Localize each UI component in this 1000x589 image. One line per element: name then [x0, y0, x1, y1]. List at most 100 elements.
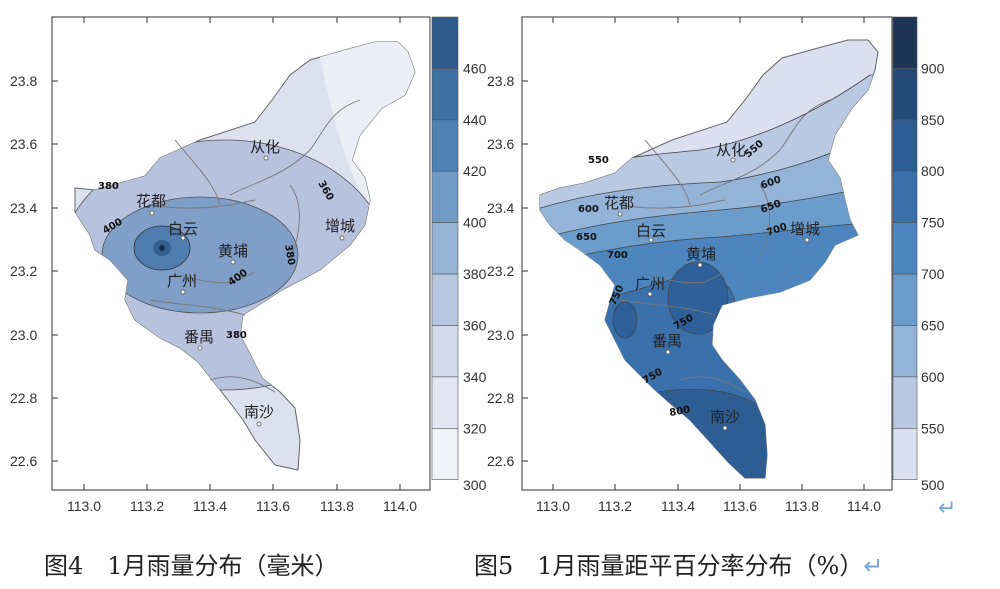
return-mark-icon: ↵	[938, 496, 956, 521]
colorbar-tick-label: 500	[921, 477, 945, 493]
x-tick-label: 113.0	[67, 498, 101, 514]
colorbar: 900 850 800 750 700 650 600 550 500	[892, 16, 945, 493]
x-tick-label: 114.0	[847, 498, 881, 514]
band-340	[300, 42, 415, 260]
place-label-huadu: 花都	[136, 192, 166, 210]
colorbar-tick-label: 700	[921, 266, 945, 282]
y-tick-label: 23.2	[10, 263, 37, 279]
x-tick-label: 113.8	[320, 498, 354, 514]
place-label-guangzhou: 广州	[635, 275, 665, 293]
colorbar-swatch	[892, 273, 918, 326]
y-axis: 23.8 23.6 23.4 23.2 23.0 22.8 22.6	[10, 73, 58, 469]
contour-label: 650	[576, 232, 597, 243]
place-label-conghua: 从化	[250, 138, 280, 156]
place-label-conghua: 从化	[716, 141, 746, 159]
colorbar-tick-label: 360	[463, 317, 487, 333]
contour-label: 380	[282, 244, 296, 267]
place-label-baiyun: 白云	[636, 222, 666, 240]
place-markers	[149, 155, 345, 427]
colorbar-swatch	[431, 170, 459, 223]
colorbar-swatch	[431, 273, 459, 326]
place-label-huadu: 花都	[604, 194, 634, 212]
colorbar-swatch	[892, 222, 918, 275]
colorbar-swatch	[431, 428, 459, 481]
x-axis: 113.0 113.2 113.4 113.6 113.8 114.0	[67, 17, 417, 514]
figure-caption-anomaly: 图5 1月雨量距平百分率分布（%）↵	[474, 546, 883, 581]
place-label-nansha: 南沙	[244, 403, 274, 421]
colorbar-swatch	[892, 376, 918, 429]
rain-max-point	[159, 245, 165, 251]
place-label-guangzhou: 广州	[167, 272, 197, 290]
colorbar-swatch	[431, 16, 459, 69]
place-label-baiyun: 白云	[168, 220, 198, 238]
y-tick-label: 22.6	[487, 453, 514, 469]
y-tick-label: 23.6	[487, 136, 514, 152]
caption-text: 图5 1月雨量距平百分率分布（%）	[474, 552, 864, 580]
x-tick-label: 114.0	[383, 498, 417, 514]
y-tick-label: 22.8	[10, 390, 37, 406]
place-label-panyu: 番禺	[184, 328, 214, 346]
colorbar-tick-label: 900	[921, 60, 945, 76]
colorbar-swatch	[892, 428, 918, 481]
colorbar-swatch	[892, 325, 918, 378]
colorbar-tick-label: 650	[921, 317, 945, 333]
caption-text: 图4 1月雨量分布（毫米）	[44, 552, 339, 580]
y-tick-label: 22.8	[487, 390, 514, 406]
band-750-west	[612, 301, 638, 339]
colorbar-tick-label: 320	[463, 420, 487, 436]
y-tick-label: 23.2	[487, 263, 514, 279]
contour-label: 380	[98, 181, 119, 192]
contour-label: 700	[607, 250, 628, 261]
x-tick-label: 113.6	[723, 498, 757, 514]
colorbar-tick-label: 750	[921, 215, 945, 231]
x-tick-label: 113.2	[130, 498, 164, 514]
contour-label: 380	[226, 330, 247, 341]
colorbar-tick-label: 800	[921, 163, 945, 179]
colorbar-tick-label: 850	[921, 112, 945, 128]
x-axis: 113.0 113.2 113.4 113.6 113.8 114.0	[536, 17, 881, 514]
colorbar-swatch	[892, 170, 918, 223]
colorbar-tick-label: 400	[463, 215, 487, 231]
colorbar-tick-label: 460	[463, 60, 487, 76]
colorbar-tick-label: 600	[921, 369, 945, 385]
contour-label: 600	[578, 204, 599, 215]
x-tick-label: 113.0	[536, 498, 570, 514]
y-axis: 23.8 23.6 23.4 23.2 23.0 22.8 22.6	[487, 73, 528, 469]
colorbar-tick-label: 550	[921, 420, 945, 436]
x-tick-label: 113.2	[598, 498, 632, 514]
place-label-zengcheng: 增城	[790, 220, 820, 238]
x-tick-label: 113.4	[193, 498, 227, 514]
x-tick-label: 113.8	[785, 498, 819, 514]
y-tick-label: 23.4	[487, 200, 514, 216]
y-tick-label: 22.6	[10, 453, 37, 469]
colorbar-swatch	[892, 16, 918, 69]
colorbar-tick-label: 300	[463, 477, 487, 493]
colorbar-tick-label: 440	[463, 112, 487, 128]
y-tick-label: 23.6	[10, 136, 37, 152]
colorbar-swatch	[892, 119, 918, 172]
colorbar-tick-label: 420	[463, 163, 487, 179]
x-tick-label: 113.6	[256, 498, 290, 514]
return-mark-icon: ↵	[863, 552, 884, 580]
contour-label: 550	[588, 155, 609, 166]
colorbar: 460 440 420 400 380 360 340 320 300	[431, 16, 487, 493]
place-markers	[617, 157, 810, 431]
colorbar-swatch	[431, 222, 459, 275]
y-tick-label: 23.8	[10, 73, 37, 89]
colorbar-tick-label: 380	[463, 266, 487, 282]
district-boundaries	[619, 99, 831, 393]
place-label-nansha: 南沙	[710, 408, 740, 426]
district-boundaries	[149, 99, 361, 393]
contour-label: 800	[669, 404, 692, 418]
y-tick-label: 23.0	[487, 327, 514, 343]
return-mark-text: ↵	[938, 496, 957, 521]
figure-caption-rainfall: 图4 1月雨量分布（毫米）	[44, 546, 339, 581]
y-tick-label: 23.0	[10, 327, 37, 343]
colorbar-tick-label: 340	[463, 369, 487, 385]
place-label-panyu: 番禺	[652, 332, 682, 350]
place-label-huangpu: 黄埔	[218, 242, 248, 260]
y-tick-label: 23.8	[487, 73, 514, 89]
place-label-zengcheng: 增城	[325, 217, 355, 235]
